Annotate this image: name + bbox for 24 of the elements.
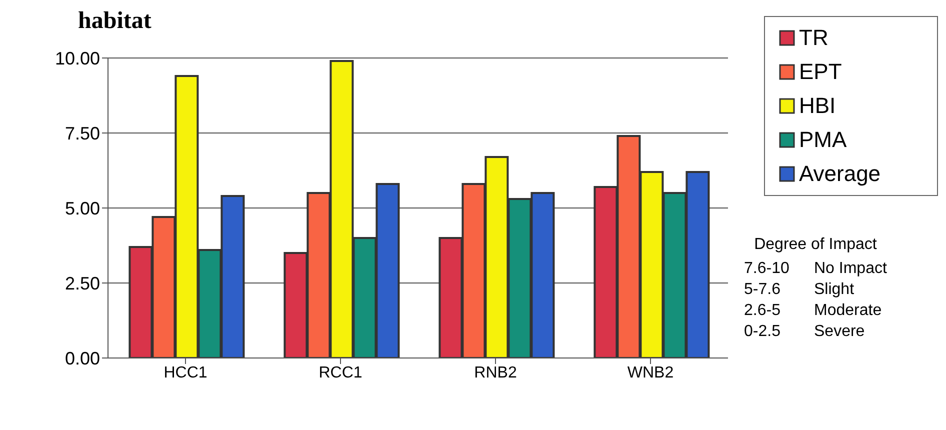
text: No Impact [814,259,887,279]
x-tick-label: RCC1 [318,364,362,382]
legend-label: TR [798,24,830,52]
text: Slight [814,280,854,300]
x-tick-label: RNB2 [474,364,517,382]
text: Severe [814,322,865,342]
text: 7.6-10 [744,259,790,279]
legend-label: EPT [798,58,843,86]
y-tick-label: 5.00 [64,198,100,218]
x-tick-label: HCC1 [164,364,208,382]
x-tick-label: WNB2 [627,364,674,382]
legend-label: HBI [798,92,837,120]
text: Degree of Impact [753,236,878,254]
text: 2.6-5 [744,301,782,321]
y-tick-label: 10.00 [54,48,100,68]
legend-label: Average [798,160,882,188]
y-tick-label: 0.00 [64,348,100,368]
text: 5-7.6 [744,280,782,300]
text: Moderate [814,301,882,321]
y-tick-label: 2.50 [64,273,100,294]
y-tick-label: 7.50 [64,123,100,144]
chart-title: habitat [78,8,152,35]
text: 0-2.5 [744,322,782,342]
legend-label: PMA [798,126,848,154]
